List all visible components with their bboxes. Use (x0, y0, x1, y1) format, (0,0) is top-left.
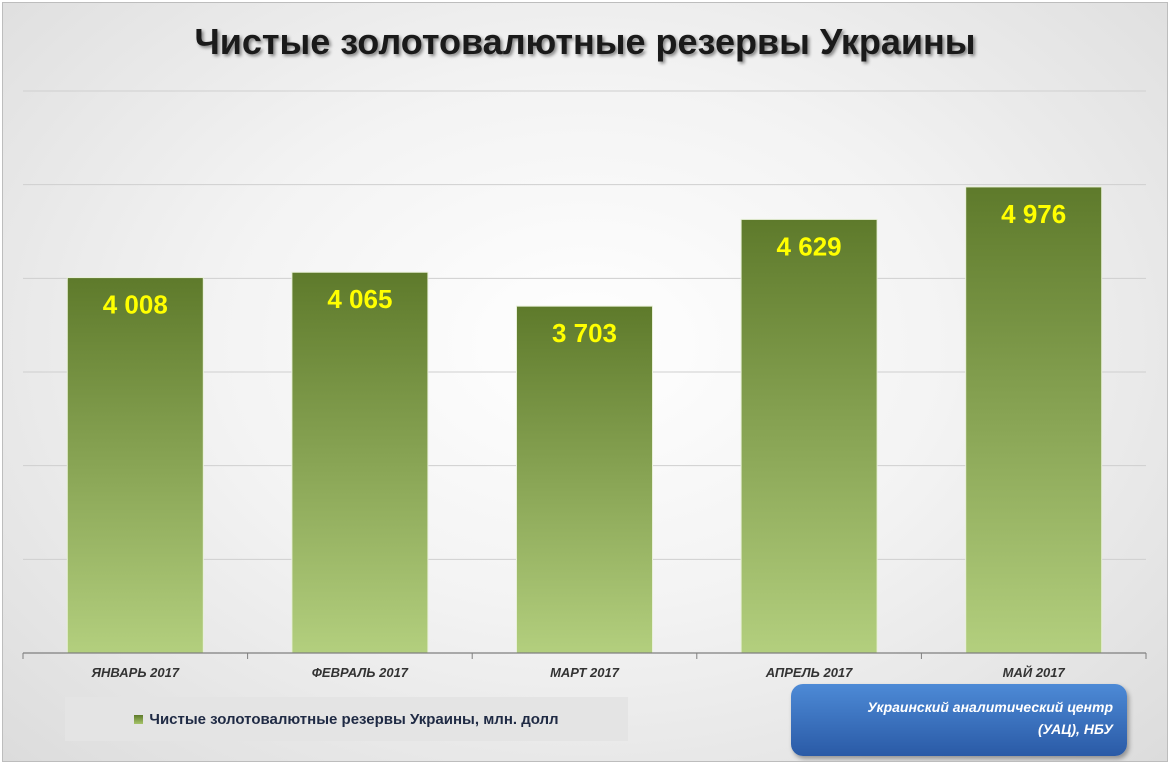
bar (66, 277, 204, 654)
labels: 4 008 ЯНВАРЬ 2017 4 065 ФЕВРАЛЬ 2017 3 703 МА… (91, 199, 1067, 680)
category-label: АПРЕЛЬ 2017 (765, 665, 853, 680)
bar (965, 186, 1103, 654)
x-axis (22, 652, 1147, 659)
bar-chart: 4 008 ЯНВАРЬ 2017 4 065 ФЕВРАЛЬ 2017 3 703 МА… (22, 90, 1147, 680)
legend-label: Чистые золотовалютные резервы Украины, м… (149, 710, 559, 728)
data-label: 4 976 (1001, 199, 1066, 229)
category-label: ФЕВРАЛЬ 2017 (312, 665, 409, 680)
bar (291, 271, 429, 654)
chart-title: Чистые золотовалютные резервы Украины (194, 21, 976, 62)
bar (740, 218, 878, 654)
bar (516, 305, 653, 654)
data-label: 4 065 (327, 284, 392, 314)
data-label: 4 629 (777, 231, 842, 261)
legend-swatch (134, 714, 144, 724)
source-box: Украинский аналитический центр (УАЦ), НБ… (791, 684, 1127, 756)
category-label: МАЙ 2017 (1003, 664, 1066, 680)
legend: Чистые золотовалютные резервы Украины, м… (65, 697, 628, 741)
source-line-2: (УАЦ), НБУ (1037, 721, 1113, 737)
bars (66, 186, 1103, 654)
category-label: МАРТ 2017 (550, 665, 620, 680)
source-line-1: Украинский аналитический центр (867, 699, 1113, 715)
data-label: 4 008 (103, 290, 168, 320)
data-label: 3 703 (552, 318, 617, 348)
category-label: ЯНВАРЬ 2017 (91, 665, 180, 680)
